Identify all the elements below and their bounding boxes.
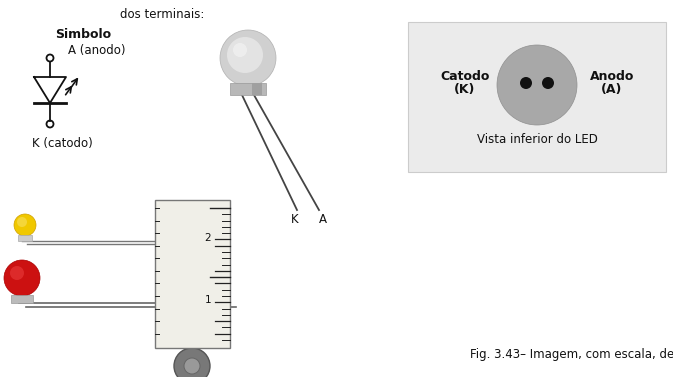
Circle shape	[184, 358, 200, 374]
Circle shape	[497, 45, 577, 125]
Circle shape	[174, 348, 210, 377]
Text: 2: 2	[205, 233, 211, 243]
Circle shape	[4, 260, 40, 296]
Text: 1: 1	[205, 295, 211, 305]
Text: Simbolo: Simbolo	[55, 28, 111, 41]
Circle shape	[220, 30, 276, 86]
Text: K (catodo): K (catodo)	[32, 137, 93, 150]
Text: A (anodo): A (anodo)	[68, 44, 125, 57]
FancyBboxPatch shape	[252, 83, 262, 95]
FancyBboxPatch shape	[18, 235, 32, 241]
Text: (A): (A)	[601, 83, 623, 96]
Text: Anodo: Anodo	[590, 70, 634, 83]
FancyBboxPatch shape	[408, 22, 666, 172]
Text: Fig. 3.43– Imagem, com escala, de dois LEDs: Fig. 3.43– Imagem, com escala, de dois L…	[470, 348, 673, 361]
Circle shape	[233, 43, 247, 57]
Circle shape	[520, 77, 532, 89]
Circle shape	[10, 266, 24, 280]
Text: dos terminais:: dos terminais:	[120, 8, 205, 21]
FancyBboxPatch shape	[11, 295, 33, 303]
Circle shape	[227, 37, 263, 73]
Text: Catodo: Catodo	[440, 70, 490, 83]
Text: A: A	[319, 213, 327, 226]
Circle shape	[542, 77, 554, 89]
Circle shape	[14, 214, 36, 236]
Text: (K): (K)	[454, 83, 476, 96]
FancyBboxPatch shape	[155, 200, 230, 348]
Circle shape	[17, 217, 27, 227]
Text: K: K	[291, 213, 299, 226]
FancyBboxPatch shape	[230, 83, 266, 95]
Text: Vista inferior do LED: Vista inferior do LED	[476, 133, 598, 146]
